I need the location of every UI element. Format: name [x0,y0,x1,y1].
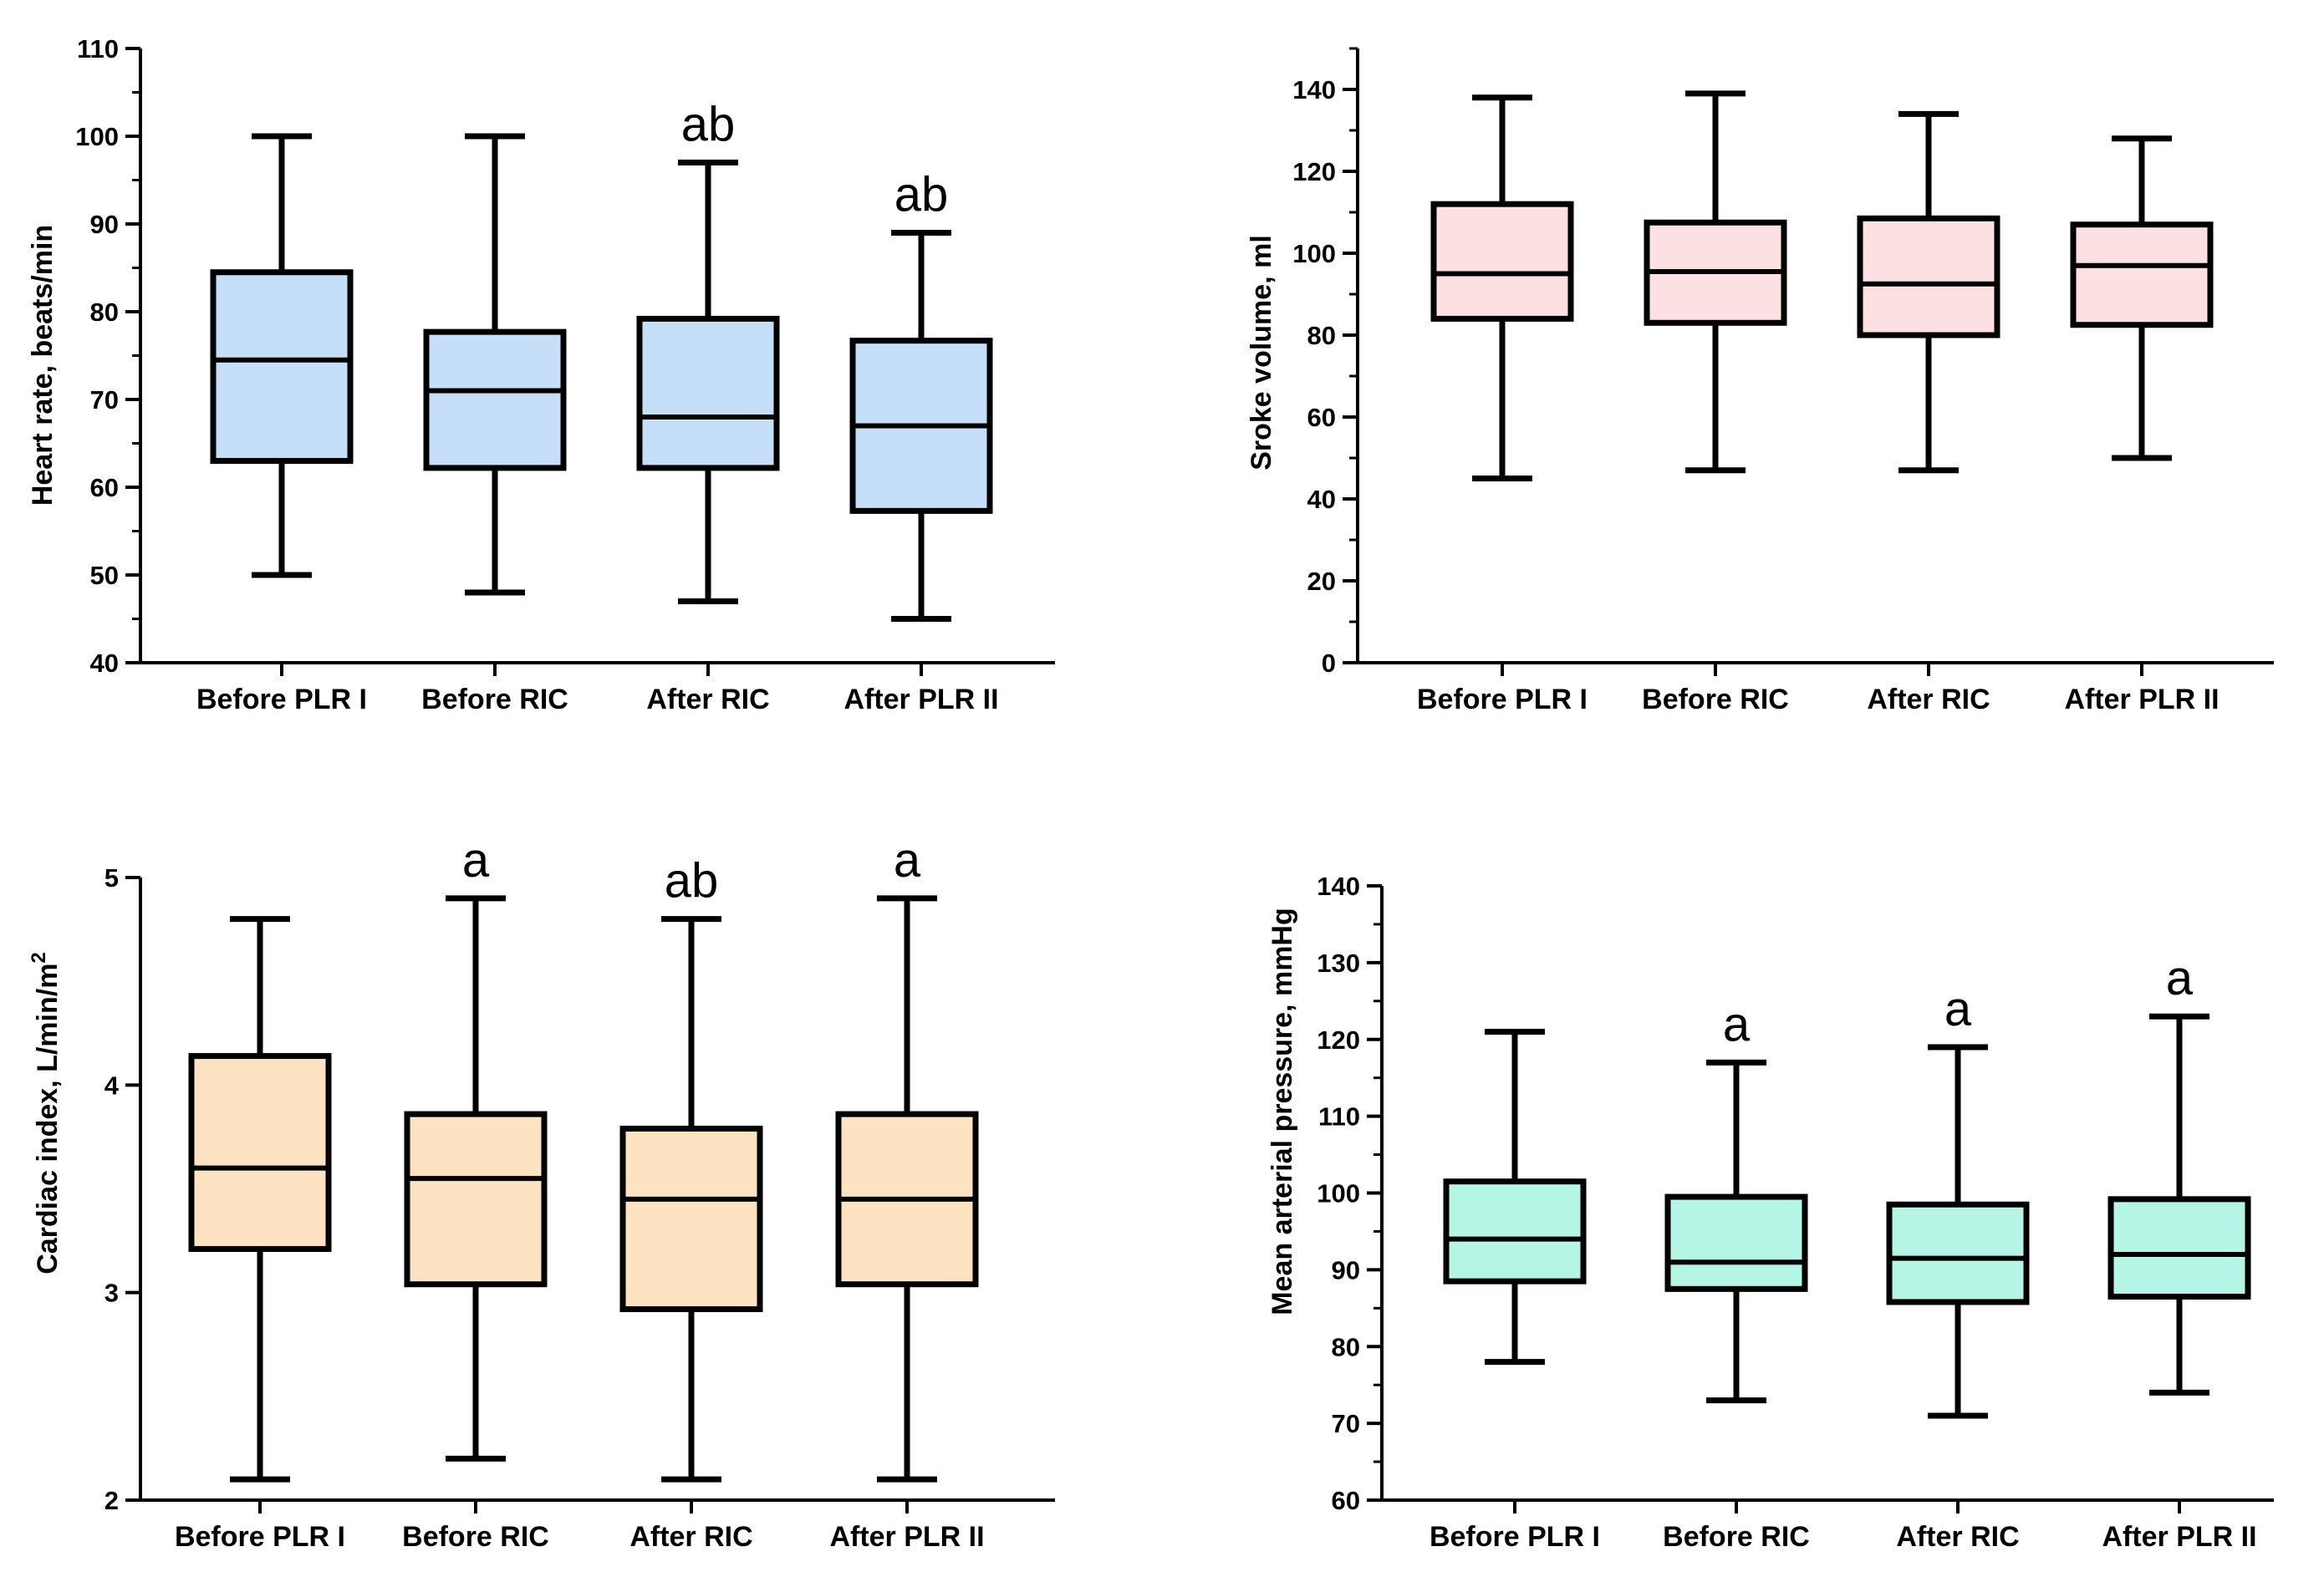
y-tick-label: 4 [104,1071,120,1100]
y-tick-label: 140 [1317,872,1360,901]
x-category-label: After RIC [1867,684,1990,715]
box-2: After RIC ab [619,854,763,1553]
box-3: After PLR II a [2102,951,2256,1553]
y-axis-title: Heart rate, beats/min [27,225,59,506]
significance-annotation: a [1944,982,1972,1036]
y-tick-label: 90 [1332,1255,1360,1285]
iqr-box [1664,1193,1808,1292]
box-1: Before RIC [1642,90,1789,715]
y-tick-label: 100 [1317,1179,1360,1208]
box-2: After RIC ab [636,98,780,715]
significance-annotation: a [894,833,921,888]
box-0: Before PLR I [196,133,367,715]
box-0: Before PLR I [1417,94,1588,715]
box-1: Before RIC [421,133,568,715]
y-tick-label: 110 [77,34,119,64]
iqr-box [1857,215,2000,338]
y-tick-label: 100 [1292,239,1336,268]
box-2: After RIC a [1886,982,2030,1553]
y-tick-label: 70 [90,385,119,415]
y-tick-label: 60 [1332,1486,1360,1515]
y-tick-label: 70 [1332,1409,1360,1438]
y-tick-label: 140 [1292,75,1336,104]
y-tick-label: 120 [1292,157,1336,186]
iqr-box [2070,221,2214,328]
y-tick-label: 5 [104,863,119,893]
iqr-box [1443,1178,1587,1285]
y-tick-label: 3 [104,1279,119,1308]
x-category-label: Before RIC [1663,1521,1810,1553]
box-1: Before RIC a [1663,997,1810,1553]
iqr-box [188,1053,332,1253]
significance-annotation: ab [665,854,719,908]
significance-annotation: a [2166,951,2194,1005]
box-0: Before PLR I [175,916,345,1553]
iqr-box [210,269,354,464]
significance-annotation: ab [894,168,949,222]
significance-annotation: a [1723,997,1751,1051]
y-tick-label: 40 [1307,485,1336,514]
x-category-label: Before RIC [402,1521,549,1553]
x-category-label: Before PLR I [175,1521,345,1553]
x-category-label: After PLR II [843,684,998,715]
box-2: After RIC [1857,110,2000,715]
y-tick-label: 110 [1318,1102,1360,1132]
x-category-label: After RIC [1896,1521,2019,1553]
iqr-box [619,1125,763,1313]
x-category-label: After RIC [646,684,769,715]
x-category-label: After PLR II [2064,684,2219,715]
y-axis-title: Mean arterial pressure, mmHg [1266,908,1298,1315]
box-3: After PLR II [2064,135,2220,715]
chart-heart-rate: 40 50 60 70 80 90 100 110 Heart rate, beats/min B… [27,34,1055,715]
y-tick-label: 50 [90,561,119,590]
y-tick-label: 0 [1322,649,1336,678]
y-tick-label: 60 [1307,403,1336,432]
x-category-label: After RIC [629,1521,752,1553]
box-3: After PLR II ab [843,168,998,716]
chart-cardiac-index: 2 3 4 5 Cardiac index, L/min/m2 Before PLR I B… [28,833,1055,1553]
box-3: After PLR II a [829,833,984,1553]
y-tick-label: 80 [90,298,119,327]
y-tick-label: 60 [90,473,119,502]
iqr-box [636,315,780,471]
y-tick-label: 80 [1307,321,1336,350]
x-category-label: After PLR II [2102,1521,2256,1553]
iqr-box [404,1111,548,1288]
box-1: Before RIC a [402,833,549,1553]
significance-annotation: a [462,833,490,888]
chart-stroke-volume: 0 20 40 60 80 100 120 140 Sroke volume, ml Before… [1246,47,2274,715]
iqr-box [2107,1196,2251,1300]
y-axis-title: Sroke volume, ml [1246,235,1277,471]
x-category-label: Before PLR I [196,684,367,715]
x-category-label: Before RIC [1642,684,1789,715]
y-tick-label: 40 [90,649,119,678]
box-0: Before PLR I [1430,1029,1600,1553]
x-category-label: Before PLR I [1430,1521,1600,1553]
y-tick-label: 120 [1317,1025,1360,1055]
x-category-label: After PLR II [829,1521,984,1553]
y-tick-label: 2 [104,1486,119,1515]
y-tick-label: 90 [90,210,119,239]
y-axis-title-superscript: 2 [28,952,50,963]
iqr-box [423,328,567,471]
y-tick-label: 80 [1332,1332,1360,1361]
significance-annotation: ab [681,98,736,152]
chart-mean-arterial-pressure: 60 70 80 90 100 110 120 130 140 Mean arterial pre… [1266,872,2274,1553]
x-category-label: Before RIC [421,684,568,715]
y-tick-label: 20 [1307,567,1336,596]
x-category-label: Before PLR I [1417,684,1588,715]
y-axis-title: Cardiac index, L/min/m2 [28,952,64,1274]
iqr-box [1430,201,1574,322]
y-tick-label: 130 [1317,949,1360,978]
y-tick-label: 100 [75,122,119,151]
iqr-box [1886,1201,2030,1305]
